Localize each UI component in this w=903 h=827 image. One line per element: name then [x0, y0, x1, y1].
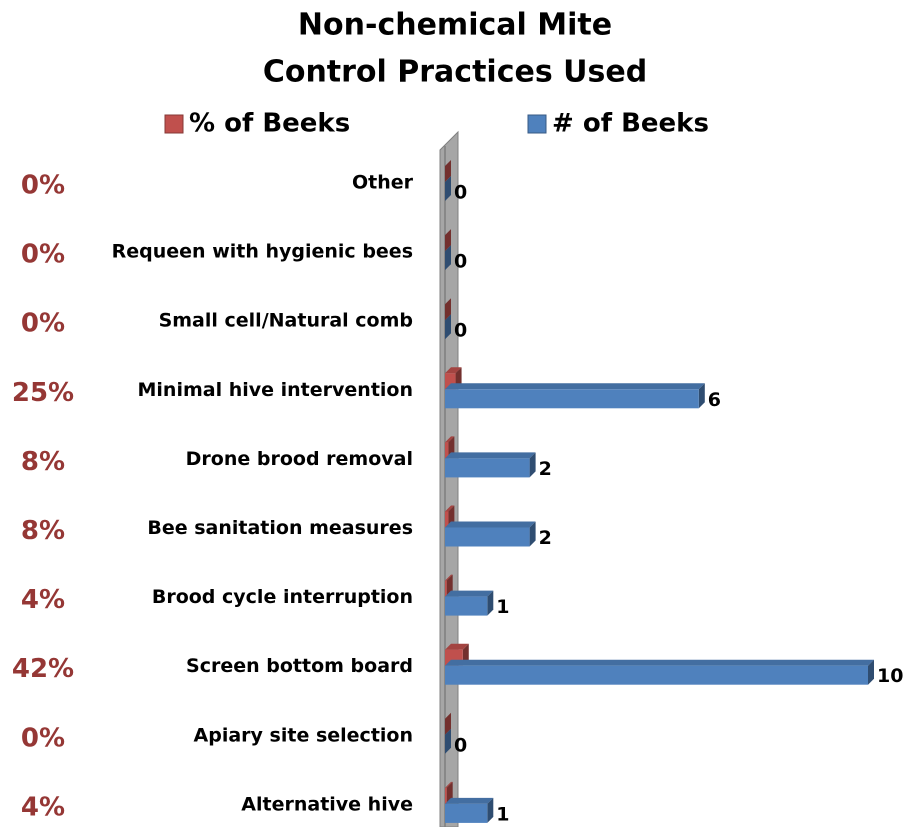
bar-face	[445, 781, 453, 788]
bar	[445, 728, 451, 754]
category-label: Brood cycle interruption	[152, 586, 413, 608]
bar-face	[445, 383, 705, 390]
bar-face	[445, 596, 488, 616]
bar-face	[445, 367, 462, 374]
data-label: 0%	[21, 723, 65, 753]
data-label: 0%	[21, 171, 65, 201]
bar-face	[529, 521, 536, 547]
category-label: Other	[352, 172, 414, 194]
bar-face	[445, 665, 868, 685]
data-label: 42%	[12, 654, 74, 684]
bar-face	[487, 590, 494, 616]
category-label: Small cell/Natural comb	[159, 310, 413, 332]
data-label: 0	[454, 182, 467, 204]
bar	[445, 452, 536, 478]
bar-face	[445, 521, 536, 528]
bar-face	[445, 245, 451, 271]
data-label: 0	[454, 734, 467, 756]
data-label: 1	[496, 803, 509, 825]
data-label: 0%	[21, 309, 65, 339]
bar-face	[445, 373, 456, 390]
data-label: 4%	[21, 585, 65, 615]
category-label: Requeen with hygienic bees	[112, 241, 413, 263]
bar-face	[445, 160, 451, 182]
legend-swatch	[164, 114, 184, 134]
category-label: Bee sanitation measures	[147, 517, 413, 539]
bar-face	[445, 452, 536, 459]
bar-face	[445, 728, 451, 754]
bar-face	[445, 797, 494, 804]
category-label: Screen bottom board	[186, 655, 413, 677]
bar	[445, 160, 451, 182]
bar-face	[445, 458, 530, 478]
data-label: 25%	[12, 378, 74, 408]
bar	[445, 229, 451, 252]
bar-face	[445, 574, 453, 581]
bar-face	[445, 787, 447, 804]
category-label: Drone brood removal	[186, 448, 413, 470]
data-label: 4%	[21, 792, 65, 822]
bar-face	[445, 511, 449, 528]
chart-title: Control Practices Used	[263, 55, 647, 90]
category-label: Apiary site selection	[194, 724, 413, 746]
bar	[445, 383, 705, 409]
data-label: 8%	[21, 516, 65, 546]
chart-title: Non-chemical Mite	[298, 8, 612, 43]
bar-face	[445, 436, 455, 443]
bar	[445, 590, 494, 616]
category-label: Minimal hive intervention	[138, 379, 413, 401]
bar	[445, 314, 451, 340]
legend-swatch	[527, 114, 547, 134]
bar-face	[487, 797, 494, 823]
bar-face	[868, 659, 874, 685]
bar-face	[698, 383, 705, 409]
bar-face	[445, 176, 451, 201]
bar-face	[529, 452, 536, 478]
bar-face	[445, 643, 469, 650]
bar-face	[445, 505, 455, 512]
bar-face	[445, 389, 699, 409]
bar-face	[445, 527, 530, 547]
bar-face	[445, 590, 494, 597]
bar-face	[445, 803, 488, 823]
legend-label: % of Beeks	[189, 109, 350, 139]
data-label: 6	[708, 389, 721, 411]
bar	[445, 797, 494, 823]
category-label: Alternative hive	[241, 793, 413, 815]
bar	[445, 298, 451, 321]
data-label: 8%	[21, 447, 65, 477]
legend-label: # of Beeks	[552, 109, 709, 139]
bar-face	[445, 298, 451, 321]
data-label: 0%	[21, 240, 65, 270]
data-label: 0	[454, 251, 467, 273]
bar	[445, 245, 451, 271]
bar-face	[445, 712, 451, 735]
bar-face	[445, 442, 449, 459]
data-label: 0	[454, 320, 467, 342]
data-label: 10	[877, 665, 903, 687]
bar	[445, 176, 451, 201]
bar	[445, 712, 451, 735]
data-label: 2	[539, 527, 552, 549]
bar	[445, 659, 874, 685]
data-label: 1	[496, 596, 509, 618]
bar-face	[445, 580, 447, 597]
bar-face	[445, 659, 874, 666]
data-label: 2	[539, 458, 552, 480]
bar	[445, 521, 536, 547]
bar-face	[445, 314, 451, 340]
bar-face	[445, 229, 451, 252]
